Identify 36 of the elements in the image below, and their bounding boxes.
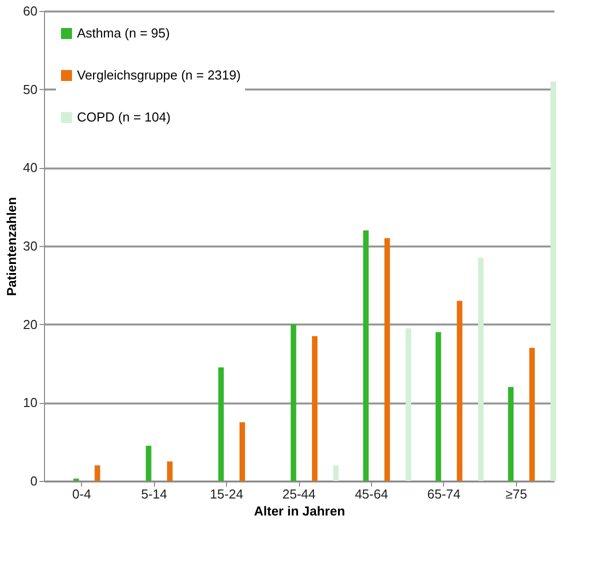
bar xyxy=(508,387,514,481)
bar xyxy=(436,332,442,481)
bar xyxy=(363,230,369,481)
y-tick-label: 10 xyxy=(23,395,38,410)
bar xyxy=(478,258,484,481)
y-tick-label: 20 xyxy=(23,316,38,332)
x-tick-label: 45-64 xyxy=(354,486,388,502)
x-tick-label: 65-74 xyxy=(427,486,461,502)
bar xyxy=(290,324,296,481)
bar xyxy=(529,348,535,481)
y-tick-label: 30 xyxy=(23,238,38,254)
x-tick-label: 5-14 xyxy=(141,486,168,502)
bar xyxy=(333,465,339,481)
x-tick-label: 0-4 xyxy=(72,486,92,502)
y-axis-title: Patientenzahlen xyxy=(4,196,20,296)
y-tick-label: 50 xyxy=(23,82,38,97)
y-tick-label: 40 xyxy=(23,160,38,176)
x-tick-label: 15-24 xyxy=(210,486,244,502)
bar xyxy=(312,336,318,481)
bar xyxy=(240,422,246,481)
bar xyxy=(94,465,100,481)
bar xyxy=(167,461,173,481)
legend-label: Asthma (n = 95) xyxy=(77,26,170,40)
bar xyxy=(550,82,556,481)
x-tick-label: 25-44 xyxy=(282,486,316,502)
bar xyxy=(146,446,152,481)
legend-label: Vergleichsgruppe (n = 2319) xyxy=(77,68,241,82)
y-tick-label: 60 xyxy=(23,4,38,18)
bar xyxy=(406,328,412,481)
bar xyxy=(456,300,462,481)
x-tick-label: ≥75 xyxy=(506,486,528,502)
bar xyxy=(384,238,390,481)
y-tick-label: 0 xyxy=(30,474,38,488)
legend-label: COPD (n = 104) xyxy=(77,110,171,124)
x-axis-title: Alter in Jahren xyxy=(254,504,346,518)
bar xyxy=(218,367,224,481)
